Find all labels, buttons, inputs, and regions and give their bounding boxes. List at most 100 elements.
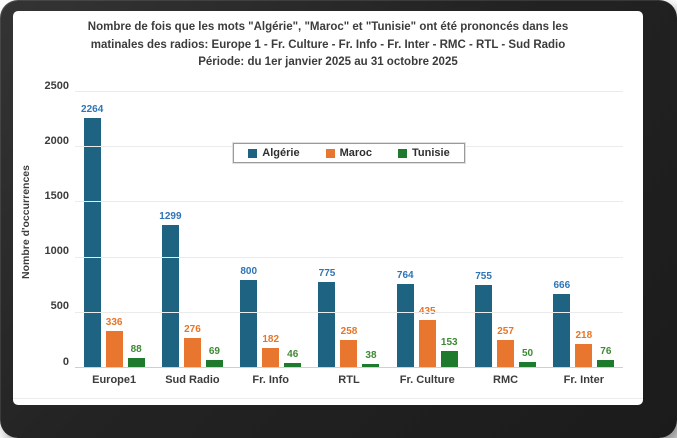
- bar-Algérie-Fr. Inter: [553, 294, 571, 368]
- bar-Maroc-Sud Radio: [183, 337, 201, 368]
- bar-group-Fr. Inter: 666 218 76: [545, 92, 623, 368]
- bar-col: 775: [318, 92, 336, 368]
- value-label-Maroc-Fr. Culture: 435: [418, 305, 436, 317]
- bar-Maroc-RTL: [340, 339, 358, 368]
- bar-group-Europe1: 2264 336 88: [75, 92, 153, 368]
- y-tick-label-1500: 1500: [44, 189, 69, 202]
- bar-group-Sud Radio: 1299 276 69: [153, 92, 231, 368]
- value-label-Tunisie-Fr. Inter: 76: [600, 345, 612, 357]
- bar-Algérie-RTL: [318, 282, 336, 368]
- x-tick-label-Europe1: Europe1: [92, 374, 137, 386]
- value-label-Maroc-RMC: 257: [497, 325, 514, 337]
- bar-group-Fr. Info: 800 182 46: [232, 92, 310, 368]
- x-tick-label-Fr. Culture: Fr. Culture: [399, 374, 455, 386]
- chart-card: Nombre de fois que les mots "Algérie", "…: [13, 11, 643, 405]
- legend-swatch-icon-Algérie: [248, 148, 258, 158]
- gridline-0: [75, 367, 623, 368]
- chart-title-line3: Période: du 1er janvier 2025 au 31 octob…: [198, 56, 458, 68]
- value-label-Tunisie-RTL: 38: [365, 349, 377, 361]
- legend-label-Maroc: Maroc: [339, 147, 372, 159]
- bar-Maroc-Fr. Inter: [575, 343, 593, 368]
- value-label-Maroc-Europe1: 336: [105, 316, 123, 328]
- value-label-Algérie-Europe1: 2264: [81, 104, 104, 116]
- bar-col: 76: [597, 92, 615, 368]
- bar-col: 69: [205, 92, 223, 368]
- value-label-Algérie-Fr. Info: 800: [240, 265, 258, 277]
- bar-Tunisie-Fr. Info: [284, 362, 302, 368]
- bar-col: 46: [284, 92, 302, 368]
- bar-Algérie-Fr. Info: [240, 279, 258, 368]
- bar-Tunisie-Sud Radio: [205, 360, 223, 368]
- bar-col: 182: [262, 92, 280, 368]
- bar-col: 2264: [81, 92, 104, 368]
- bar-Algérie-RMC: [475, 284, 493, 368]
- y-tick-label-500: 500: [50, 300, 69, 313]
- bar-col: 1299: [159, 92, 182, 368]
- legend-item-Tunisie: Tunisie: [398, 147, 450, 159]
- bar-group-RTL: 775 258 38: [310, 92, 388, 368]
- value-label-Maroc-RTL: 258: [340, 325, 358, 337]
- value-label-Maroc-Sud Radio: 276: [184, 323, 201, 335]
- value-label-Tunisie-Fr. Info: 46: [287, 348, 299, 360]
- legend-label-Algérie: Algérie: [262, 147, 300, 159]
- bar-Maroc-Europe1: [105, 330, 123, 368]
- bar-col: 257: [497, 92, 515, 368]
- plot-area: 2264 336 88 1299 276 69 800 182 46 775 258 38 764 435…: [75, 91, 623, 368]
- legend-box: Algérie Maroc Tunisie: [233, 143, 465, 163]
- bar-col: 50: [519, 92, 537, 368]
- bar-col: 258: [340, 92, 358, 368]
- legend-item-Algérie: Algérie: [248, 147, 300, 159]
- value-label-Maroc-Fr. Info: 182: [262, 333, 280, 345]
- legend-item-Maroc: Maroc: [325, 147, 372, 159]
- x-tick-label-Fr. Info: Fr. Info: [252, 374, 290, 386]
- x-tick-label-RMC: RMC: [493, 374, 519, 386]
- bar-col: 764: [396, 92, 414, 368]
- y-tick-label-2000: 2000: [44, 134, 69, 147]
- gridline-2500: [75, 91, 623, 92]
- bar-Tunisie-Fr. Inter: [597, 359, 615, 368]
- chart-title-line1: Nombre de fois que les mots "Algérie", "…: [87, 21, 569, 33]
- x-tick-label-RTL: RTL: [338, 374, 360, 386]
- bar-col: 666: [553, 92, 571, 368]
- value-label-Algérie-Fr. Inter: 666: [553, 280, 571, 292]
- bar-groups: 2264 336 88 1299 276 69 800 182 46 775 258 38 764 435…: [75, 92, 623, 368]
- bar-col: 336: [105, 92, 123, 368]
- bar-Algérie-Europe1: [83, 118, 101, 368]
- bar-group-Fr. Culture: 764 435 153: [388, 92, 466, 368]
- x-tick-label-Sud Radio: Sud Radio: [165, 374, 220, 386]
- bar-col: 218: [575, 92, 593, 368]
- value-label-Maroc-Fr. Inter: 218: [575, 329, 593, 341]
- bar-Maroc-Fr. Culture: [418, 319, 436, 368]
- value-label-Algérie-RMC: 755: [475, 270, 492, 282]
- bar-Tunisie-Europe1: [127, 358, 145, 368]
- bar-col: 276: [183, 92, 201, 368]
- x-axis-labels: Europe1 Sud Radio Fr. Info RTL Fr. Culture RM…: [75, 374, 623, 386]
- legend-row: Algérie Maroc Tunisie: [75, 143, 623, 163]
- bar-Tunisie-RTL: [362, 363, 380, 368]
- bar-col: 38: [362, 92, 380, 368]
- gridline-1500: [75, 201, 623, 203]
- bar-col: 88: [127, 92, 145, 368]
- y-tick-label-2500: 2500: [44, 79, 69, 92]
- y-axis-ticks: 0 500 1000 1500 2000 2500: [19, 80, 69, 368]
- bar-Tunisie-RMC: [519, 362, 537, 368]
- x-tick-label-Fr. Inter: Fr. Inter: [563, 374, 604, 386]
- legend-swatch-icon-Tunisie: [398, 148, 407, 158]
- bar-col: 153: [440, 92, 458, 368]
- value-label-Algérie-Sud Radio: 1299: [159, 210, 182, 222]
- bar-Tunisie-Fr. Culture: [440, 351, 458, 368]
- bar-group-RMC: 755 257 50: [466, 92, 544, 368]
- gridline-500: [75, 311, 623, 313]
- bar-Maroc-RMC: [497, 339, 515, 368]
- bar-Algérie-Sud Radio: [161, 224, 179, 368]
- legend-label-Tunisie: Tunisie: [412, 147, 450, 159]
- value-label-Tunisie-Fr. Culture: 153: [440, 337, 458, 349]
- bar-col: 800: [240, 92, 258, 368]
- bar-col: 435: [418, 92, 436, 368]
- value-label-Tunisie-Sud Radio: 69: [208, 346, 220, 358]
- value-label-Tunisie-RMC: 50: [521, 348, 534, 360]
- y-tick-label-0: 0: [62, 355, 69, 368]
- value-label-Algérie-RTL: 775: [318, 268, 336, 280]
- gridline-1000: [75, 256, 623, 258]
